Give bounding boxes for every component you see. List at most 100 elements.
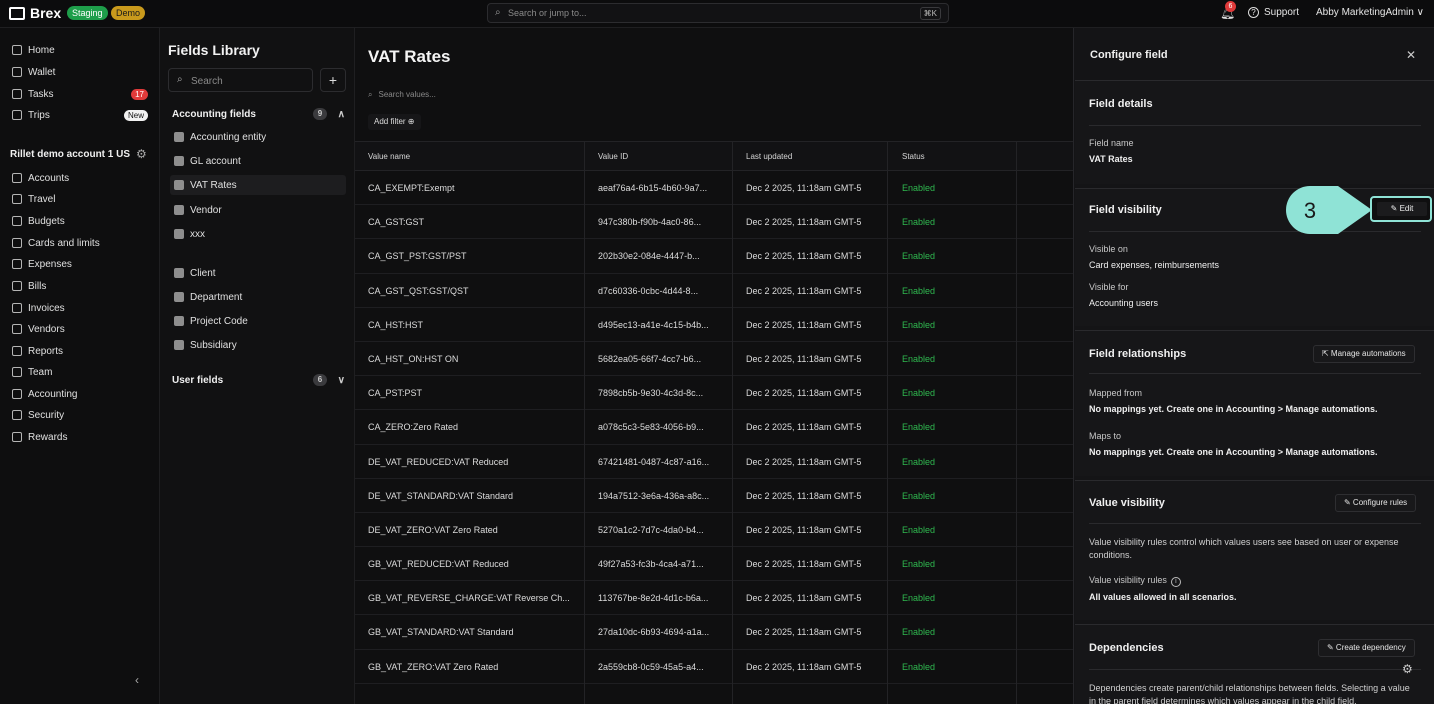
help-icon: ? (1248, 7, 1259, 18)
library-item-department[interactable]: Department (170, 287, 346, 307)
sidebar-item-reports[interactable]: Reports (12, 342, 148, 360)
sidebar-item-trips[interactable]: Trips New (12, 106, 148, 124)
cell-last-updated: Dec 2 2025, 11:18am GMT-5 (746, 353, 862, 364)
sidebar-item-vendors[interactable]: Vendors (12, 320, 148, 338)
library-item-vendor[interactable]: Vendor (170, 200, 346, 220)
brex-logo[interactable]: Brex (9, 5, 61, 21)
sidebar-item-accounts[interactable]: Accounts (12, 169, 148, 187)
sidebar-item-rewards[interactable]: Rewards (12, 428, 148, 446)
table-row[interactable]: CA_GST_QST:GST/QST d7c60336-0cbc-4d44-8..… (355, 274, 1073, 308)
sidebar-item-label: Bills (28, 280, 47, 292)
sidebar-item-label: Reports (28, 345, 64, 357)
account-switcher[interactable]: Rillet demo account 1 US (10, 149, 131, 160)
sidebar-item-expenses[interactable]: Expenses (12, 255, 148, 273)
table-row[interactable]: CA_HST:HST d495ec13-a41e-4c15-b4b... Dec 2… (355, 308, 1073, 342)
sidebar-item-budgets[interactable]: Budgets (12, 212, 148, 230)
cell-value-name: CA_GST:GST (368, 217, 425, 228)
library-item-gl-account[interactable]: GL account (170, 151, 346, 171)
table-row[interactable]: CA_GST_PST:GST/PST 202b30e2-084e-4447-b..… (355, 239, 1073, 274)
sidebar-item-security[interactable]: Security (12, 406, 148, 424)
cell-status: Enabled (902, 593, 936, 604)
dependencies-section: Dependencies ✎ Create dependency Depende… (1075, 624, 1434, 704)
card-icon (12, 238, 22, 248)
field-icon (174, 268, 184, 278)
cell-value-id: 67421481-0487-4c87-a16... (598, 456, 710, 467)
gear-icon[interactable]: ⚙ (136, 147, 147, 161)
global-search-input[interactable]: ⌕ Search or jump to... ⌘K (487, 3, 949, 23)
column-header-value-id[interactable]: Value ID (598, 152, 629, 161)
library-item-subsidiary[interactable]: Subsidiary (170, 335, 346, 355)
table-row[interactable]: DE_VAT_REDUCED:VAT Reduced 67421481-0487-… (355, 445, 1073, 479)
sidebar-item-cards-and-limits[interactable]: Cards and limits (12, 234, 148, 252)
cell-status: Enabled (902, 353, 936, 364)
notification-count-badge: 6 (1225, 1, 1236, 12)
cell-last-updated: Dec 2 2025, 11:18am GMT-5 (746, 559, 862, 570)
table-row[interactable]: GB_VAT_ZERO:VAT Zero Rated 2a559cb8-0c59-… (355, 650, 1073, 684)
user-fields-group[interactable]: User fields 6 ∨ (172, 372, 347, 388)
cell-value-id: aeaf76a4-6b15-4b60-9a7... (598, 183, 708, 193)
column-header-value-name[interactable]: Value name (368, 152, 411, 161)
table-row[interactable]: DE_VAT_STANDARD:VAT Standard 194a7512-3e6… (355, 479, 1073, 513)
visible-on-value: Card expenses, reimbursements (1089, 260, 1220, 270)
table-row[interactable]: GB_VAT_STANDARD:VAT Standard 27da10dc-6b9… (355, 615, 1073, 650)
library-search-input[interactable]: ⌕ Search (168, 68, 313, 92)
shield-icon (12, 410, 22, 420)
sidebar-item-travel[interactable]: Travel (12, 190, 148, 208)
configure-rules-button[interactable]: ✎ Configure rules (1335, 494, 1417, 512)
sidebar-item-bills[interactable]: Bills (12, 277, 148, 295)
sidebar-item-invoices[interactable]: Invoices (12, 299, 148, 317)
sidebar-item-home[interactable]: Home (12, 41, 148, 59)
sidebar-item-tasks[interactable]: Tasks 17 (12, 85, 148, 103)
expenses-icon (12, 259, 22, 269)
library-item-client[interactable]: Client (170, 263, 346, 283)
library-item-xxx[interactable]: xxx (170, 224, 346, 244)
field-icon (174, 180, 184, 190)
page-title: VAT Rates (368, 47, 451, 66)
library-item-vat-rates[interactable]: VAT Rates (170, 175, 346, 195)
cell-last-updated: Dec 2 2025, 11:18am GMT-5 (746, 388, 862, 399)
search-values-input[interactable]: ⌕ Search values... (368, 90, 436, 100)
cell-value-id: d495ec13-a41e-4c15-b4b... (598, 319, 709, 330)
top-bar: Brex Staging Demo ⌕ Search or jump to...… (0, 0, 1434, 28)
step-callout: 3 (1286, 186, 1372, 234)
user-menu[interactable]: Abby MarketingAdmin ∨ (1316, 7, 1424, 18)
tasks-count-badge: 17 (131, 88, 148, 100)
sidebar-item-team[interactable]: Team (12, 363, 148, 381)
info-icon[interactable]: i (1170, 577, 1181, 587)
cell-value-name: DE_VAT_STANDARD:VAT Standard (368, 490, 514, 501)
manage-automations-button[interactable]: ⇱ Manage automations (1313, 345, 1415, 363)
sidebar-item-label: Expenses (28, 258, 72, 270)
column-header-status[interactable]: Status (902, 152, 925, 161)
collapse-sidebar-icon[interactable]: ‹ (135, 673, 139, 687)
table-row[interactable]: GB_VAT_REDUCED:VAT Reduced 49f27a53-fc3b-… (355, 547, 1073, 582)
support-button[interactable]: ? Support (1248, 7, 1299, 18)
table-row[interactable]: CA_PST:PST 7898cb5b-9e30-4c3d-8c... Dec 2 … (355, 376, 1073, 411)
accounting-fields-group[interactable]: Accounting fields 9 ∧ (172, 106, 347, 122)
cell-last-updated: Dec 2 2025, 11:18am GMT-5 (746, 627, 862, 638)
gear-icon[interactable]: ⚙ (1402, 662, 1413, 676)
cell-last-updated: Dec 2 2025, 11:18am GMT-5 (746, 217, 862, 228)
edit-visibility-button[interactable]: ✎ Edit (1370, 196, 1432, 222)
library-item-label: Vendor (190, 204, 222, 216)
field-icon (174, 340, 184, 350)
close-icon[interactable]: ✕ (1406, 48, 1417, 62)
table-row[interactable]: GB_VAT_REVERSE_CHARGE:VAT Reverse Ch... 1… (355, 581, 1073, 616)
library-item-accounting-entity[interactable]: Accounting entity (170, 127, 346, 147)
table-row[interactable]: DE_VAT_ZERO:VAT Zero Rated 5270a1c2-7d7c-… (355, 513, 1073, 548)
create-dependency-button[interactable]: ✎ Create dependency (1318, 639, 1415, 657)
add-filter-button[interactable]: Add filter ⊕ (368, 114, 421, 130)
column-header-last-updated[interactable]: Last updated (746, 152, 793, 161)
library-item-project-code[interactable]: Project Code (170, 311, 346, 331)
add-field-button[interactable]: + (320, 68, 346, 92)
cell-status: Enabled (902, 559, 936, 570)
group-count-badge: 6 (313, 374, 327, 386)
table-row[interactable]: CA_GST:GST 947c380b-f90b-4ac0-86... Dec 2 … (355, 205, 1073, 240)
table-row[interactable]: CA_EXEMPT:Exempt aeaf76a4-6b15-4b60-9a7..… (355, 171, 1073, 206)
cell-value-name: DE_VAT_REDUCED:VAT Reduced (368, 456, 509, 467)
trips-icon (12, 110, 22, 120)
divider (1089, 523, 1421, 524)
table-row[interactable]: CA_HST_ON:HST ON 5682ea05-66f7-4cc7-b6...… (355, 342, 1073, 377)
sidebar-item-accounting[interactable]: Accounting (12, 385, 148, 403)
sidebar-item-wallet[interactable]: Wallet (12, 63, 148, 81)
table-row[interactable]: CA_ZERO:Zero Rated a078c5c3-5e83-4056-b9.… (355, 410, 1073, 445)
